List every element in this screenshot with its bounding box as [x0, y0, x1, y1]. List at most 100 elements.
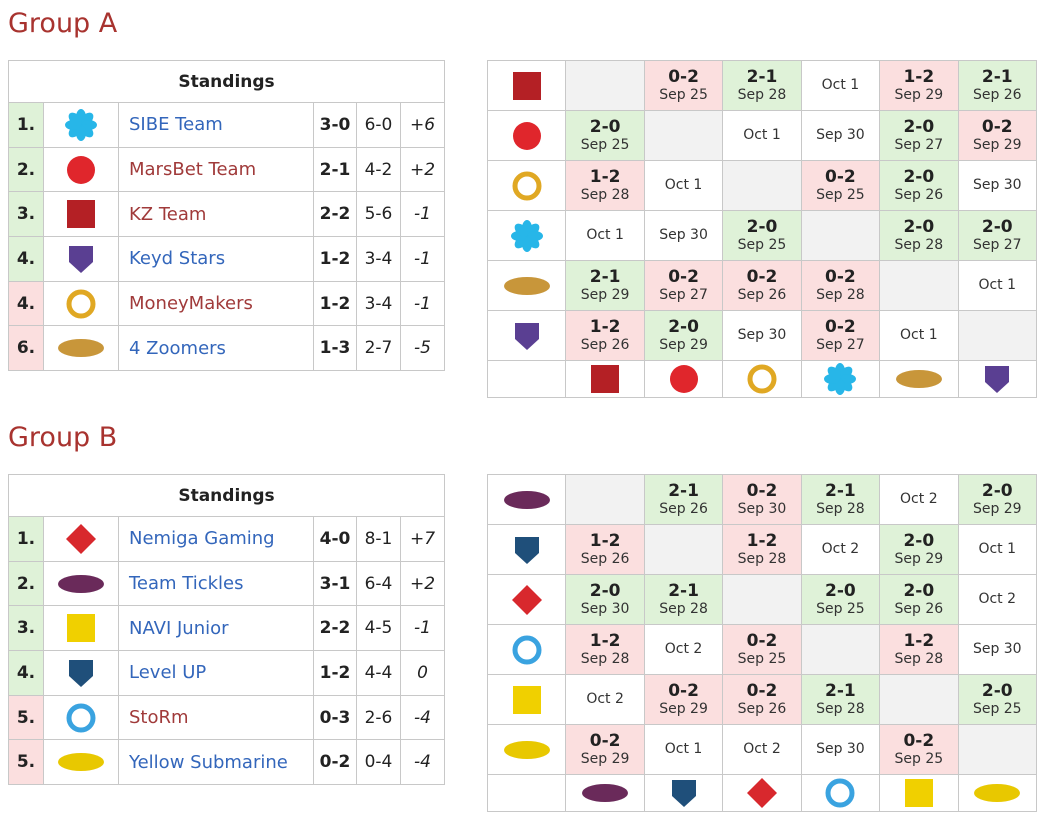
team-name[interactable]: Level UP — [118, 650, 314, 696]
team-name[interactable]: NAVI Junior — [118, 605, 314, 652]
logo-cell — [486, 210, 567, 261]
rank: 1. — [8, 516, 44, 562]
self-cell — [879, 674, 959, 725]
match-date: Sep 25 — [816, 187, 865, 204]
logo-cell — [43, 605, 119, 652]
team-name[interactable]: Yellow Submarine — [118, 739, 314, 786]
team-name[interactable]: Nemiga Gaming — [118, 516, 314, 562]
logo-cell — [43, 191, 119, 238]
match-cell: 0-2 Sep 27 — [643, 260, 724, 311]
match-cell: Sep 30 — [800, 110, 881, 161]
record: 4-0 — [313, 516, 357, 562]
team-logo — [58, 574, 104, 593]
logo-cell — [43, 694, 119, 741]
match-cell: Oct 1 — [957, 260, 1038, 311]
crosstable: 0-2 Sep 25 2-1 Sep 28 Oct 1 1-2 Sep 29 2-1 Sep 2… — [486, 60, 1038, 398]
diff: -1 — [399, 236, 446, 282]
match-date: Sep 25 — [894, 751, 944, 768]
maps: 2-7 — [356, 325, 401, 372]
match-cell: Oct 2 — [879, 474, 959, 525]
standings-table: Standings 1. SIBE Team 3-0 6-0 +6 2. MarsBet Te… — [7, 60, 446, 372]
rank: 1. — [8, 102, 44, 148]
match-cell: Sep 30 — [722, 310, 802, 361]
team-logo — [69, 659, 93, 687]
diff: +2 — [399, 560, 446, 607]
crosstable-row: 0-2 Sep 29 Oct 1 Oct 2 Sep 30 0-2 Sep 25 — [486, 724, 1038, 775]
team-logo — [582, 784, 629, 802]
rank: 6. — [8, 325, 44, 372]
match-score: 0-2 — [825, 316, 856, 337]
match-date: Sep 27 — [894, 137, 944, 154]
team-name[interactable]: Keyd Stars — [118, 236, 314, 282]
match-date: Sep 26 — [894, 187, 944, 204]
team-logo — [510, 219, 543, 252]
diff: -1 — [399, 280, 446, 327]
match-score: 2-1 — [746, 66, 778, 87]
crosstable-row: 0-2 Sep 25 2-1 Sep 28 Oct 1 1-2 Sep 29 2-1 Sep 2… — [486, 60, 1038, 111]
team-logo — [904, 779, 933, 807]
team-name[interactable]: StoRm — [118, 694, 314, 741]
logo-cell — [800, 360, 881, 398]
match-date: Oct 1 — [664, 741, 703, 758]
match-date: Oct 1 — [900, 327, 938, 344]
match-date: Sep 29 — [659, 337, 708, 354]
match-cell: 2-1 Sep 28 — [800, 474, 881, 525]
logo-cell — [722, 774, 802, 812]
match-date: Sep 26 — [972, 87, 1022, 104]
team-name[interactable]: MoneyMakers — [118, 280, 314, 327]
standings-table: Standings 1. Nemiga Gaming 4-0 8-1 +7 2. Team T… — [7, 474, 446, 786]
team-logo — [825, 778, 855, 808]
match-score: 0-2 — [981, 116, 1013, 137]
team-name[interactable]: Team Tickles — [118, 560, 314, 607]
match-score: 2-1 — [825, 480, 856, 501]
match-cell: 0-2 Sep 29 — [643, 674, 724, 725]
match-score: 0-2 — [668, 680, 699, 701]
maps: 8-1 — [356, 516, 401, 562]
team-logo — [58, 753, 104, 772]
match-score: 0-2 — [746, 680, 778, 701]
match-cell: Oct 1 — [879, 310, 959, 361]
match-cell: Oct 1 — [722, 110, 802, 161]
match-date: Sep 30 — [580, 601, 630, 618]
match-date: Sep 25 — [737, 237, 787, 254]
record: 1-2 — [313, 236, 357, 282]
match-cell: Oct 2 — [643, 624, 724, 675]
self-cell — [643, 110, 724, 161]
match-cell: 2-0 Sep 27 — [957, 210, 1038, 261]
self-cell — [643, 524, 724, 575]
diff: +6 — [399, 102, 446, 148]
team-logo — [746, 778, 777, 808]
team-logo — [503, 276, 550, 295]
crosstable-row: 1-2 Sep 28 Oct 2 0-2 Sep 25 1-2 Sep 28 Sep 30 — [486, 624, 1038, 675]
match-cell: Oct 1 — [643, 160, 724, 211]
maps: 0-4 — [356, 739, 401, 786]
logo-cell — [43, 516, 119, 562]
rank: 3. — [8, 605, 44, 652]
self-cell — [565, 474, 645, 525]
rank: 5. — [8, 739, 44, 786]
team-name[interactable]: SIBE Team — [118, 102, 314, 148]
match-date: Sep 30 — [972, 641, 1022, 658]
match-date: Sep 28 — [580, 187, 630, 204]
match-cell: 1-2 Sep 26 — [565, 524, 645, 575]
match-cell: 0-2 Sep 25 — [722, 624, 802, 675]
standings-row: 2. MarsBet Team 2-1 4-2 +2 — [8, 146, 446, 193]
logo-cell — [486, 724, 567, 775]
match-date: Sep 28 — [737, 87, 787, 104]
crosstable-row: 1-2 Sep 26 2-0 Sep 29 Sep 30 0-2 Sep 27 Oct 1 — [486, 310, 1038, 361]
match-cell: 2-0 Sep 30 — [565, 574, 645, 625]
logo-cell — [486, 310, 567, 361]
team-name[interactable]: KZ Team — [118, 191, 314, 238]
self-cell — [565, 60, 645, 111]
maps: 4-4 — [356, 650, 401, 696]
match-score: 2-0 — [589, 116, 621, 137]
team-name[interactable]: 4 Zoomers — [118, 325, 314, 372]
team-logo — [67, 614, 95, 643]
match-date: Sep 26 — [659, 501, 708, 518]
match-date: Oct 1 — [978, 277, 1017, 294]
group-title: Group B — [8, 422, 118, 453]
self-cell — [800, 624, 881, 675]
standings-row: 4. MoneyMakers 1-2 3-4 -1 — [8, 280, 446, 327]
team-name[interactable]: MarsBet Team — [118, 146, 314, 193]
standings-row: 5. StoRm 0-3 2-6 -4 — [8, 694, 446, 741]
